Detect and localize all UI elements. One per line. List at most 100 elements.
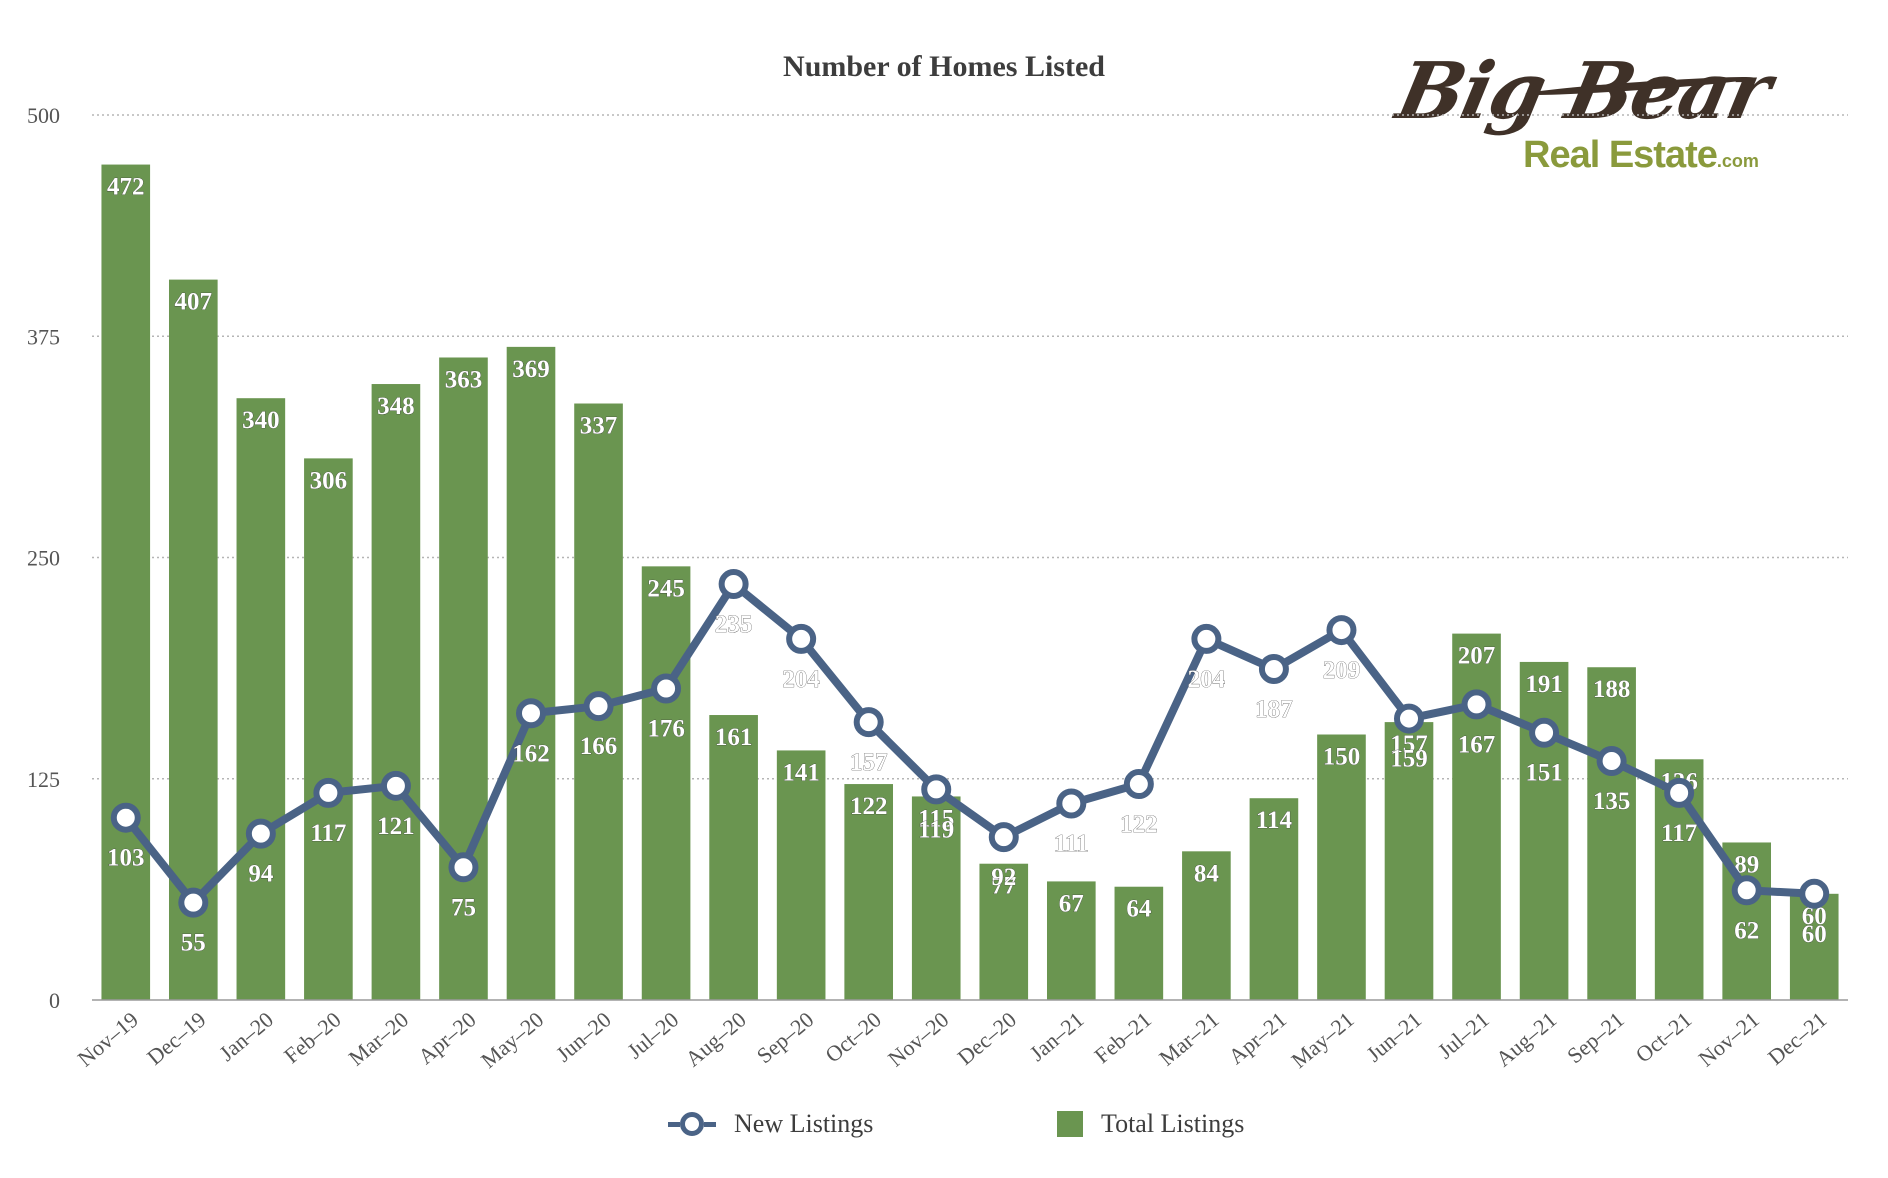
bar-value-label: 141 (782, 759, 820, 786)
bar (1114, 886, 1164, 1000)
line-value-label: 235 (715, 611, 753, 638)
bar-value-label: 369 (512, 356, 550, 383)
bar-value-label: 150 (1323, 744, 1361, 771)
x-tick-label: Nov–20 (883, 1007, 953, 1072)
line-value-label: 187 (1255, 696, 1293, 723)
x-tick-label: Jul–20 (622, 1007, 683, 1064)
line-value-label: 75 (451, 894, 476, 921)
y-tick-label: 375 (27, 324, 60, 349)
y-tick-label: 250 (27, 546, 60, 571)
bar-value-label: 407 (175, 289, 213, 316)
line-point (1258, 654, 1289, 685)
logo-sub-main: Real Estate (1523, 134, 1718, 176)
bar (1789, 893, 1839, 1000)
line-value-label: 111 (1054, 831, 1089, 858)
bar-label-layer: 472 407 340 306 348 363 369 337 245 161 141 122 115 7… (107, 173, 1827, 930)
line-point (651, 673, 682, 704)
x-tick-label: Oct–20 (820, 1007, 886, 1068)
bar-value-label: 340 (242, 407, 280, 434)
legend-item-new-listings[interactable]: New Listings (668, 1104, 873, 1144)
line-point (448, 852, 479, 883)
legend-label-total-listings: Total Listings (1101, 1109, 1245, 1138)
x-tick-label: Jan–20 (214, 1007, 278, 1066)
bar (304, 458, 353, 1000)
line-point (178, 887, 209, 918)
y-tick-label: 0 (49, 988, 60, 1013)
line-point (988, 822, 1019, 853)
line-value-label: 159 (1390, 746, 1428, 773)
legend: New Listings Total Listings (0, 1104, 1888, 1144)
line-value-label: 166 (580, 733, 618, 760)
line-point (583, 691, 614, 722)
x-tick-label: Aug–20 (680, 1007, 750, 1072)
bar (1519, 661, 1569, 1000)
x-tick-label: Apr–21 (1224, 1007, 1292, 1069)
x-tick-label: Jun–21 (1361, 1007, 1426, 1067)
line-value-label: 122 (1120, 811, 1158, 838)
x-tick-label: Sep–21 (1562, 1007, 1629, 1069)
legend-marker-circle (680, 1112, 704, 1136)
line-value-label: 55 (181, 930, 206, 957)
line-value-label: 119 (918, 816, 954, 843)
logo-sub-text: Real Estate.com (1523, 134, 1759, 177)
bar-value-label: 77 (991, 873, 1016, 900)
line-point (1326, 615, 1357, 646)
line-point (1461, 689, 1492, 720)
line-point (853, 707, 884, 738)
bar-value-label: 191 (1525, 671, 1563, 698)
line-value-label: 157 (850, 749, 888, 776)
bar (1046, 881, 1096, 1000)
x-tick-label: Jan–21 (1025, 1007, 1089, 1066)
line-point (110, 802, 141, 833)
bar-value-label: 188 (1593, 676, 1631, 703)
bar-value-label: 472 (107, 174, 145, 201)
line-value-label: 121 (377, 813, 415, 840)
bar (1384, 722, 1434, 1000)
x-tick-label: Oct–21 (1631, 1007, 1697, 1068)
bar (1317, 734, 1366, 1000)
x-tick-label: Dec–21 (1763, 1007, 1831, 1070)
bar-value-label: 114 (1256, 807, 1293, 834)
bar (101, 164, 151, 1000)
bar-value-label: 207 (1458, 643, 1496, 670)
line-point (1529, 717, 1560, 748)
line-value-label: 204 (1188, 666, 1226, 693)
line-value-label: 103 (107, 845, 145, 872)
bar (844, 784, 894, 1000)
line-point (718, 569, 749, 600)
line-value-label: 62 (1734, 917, 1759, 944)
line-value-label: 60 (1802, 921, 1827, 948)
line-value-label: 117 (1661, 820, 1697, 847)
logo-sub-suffix: .com (1716, 151, 1759, 171)
line-value-label: 204 (782, 666, 820, 693)
x-tick-label: Sep–20 (752, 1007, 819, 1069)
legend-item-total-listings[interactable]: Total Listings (1057, 1104, 1244, 1144)
bar (1452, 633, 1501, 1000)
x-tick-label: Mar–21 (1154, 1007, 1223, 1071)
bar-value-label: 245 (647, 575, 685, 602)
line-point (1394, 703, 1424, 734)
bar-value-label: 67 (1059, 890, 1084, 917)
line-point (380, 770, 411, 801)
x-tick-label: Dec–19 (142, 1007, 210, 1070)
legend-marker-square (1057, 1111, 1083, 1137)
line-value-label: 151 (1525, 760, 1563, 787)
x-tick-label: Feb–21 (1089, 1007, 1156, 1069)
bar (371, 384, 421, 1000)
legend-label-new-listings: New Listings (734, 1109, 874, 1138)
line-point (1799, 878, 1830, 909)
line-point (1664, 777, 1695, 808)
grid-layer (92, 114, 1848, 780)
line-point (1123, 769, 1154, 800)
line-value-label: 209 (1323, 657, 1361, 684)
bar (641, 566, 691, 1000)
line-point (1056, 788, 1087, 819)
chart-title: Number of Homes Listed (783, 50, 1105, 83)
line-point (1596, 746, 1627, 777)
x-tick-label: Aug–21 (1491, 1007, 1561, 1072)
line-point (516, 698, 546, 729)
x-tick-label: Feb–20 (279, 1007, 346, 1069)
bar-value-label: 363 (445, 366, 483, 393)
